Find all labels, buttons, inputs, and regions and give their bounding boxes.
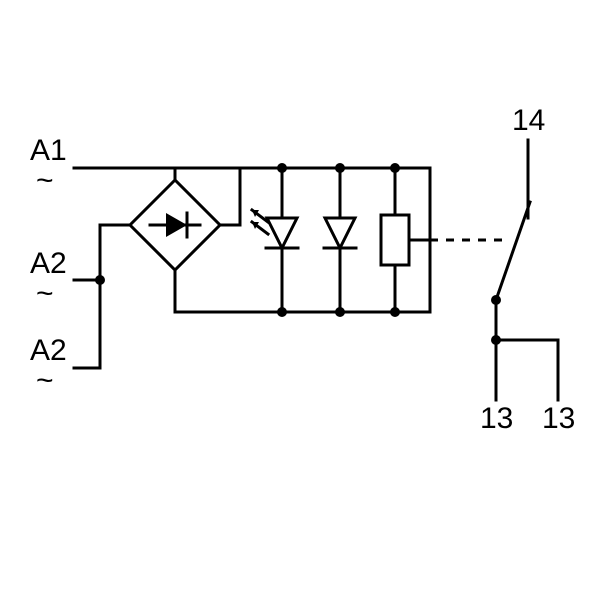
label-a1: A1	[30, 134, 67, 167]
wire-a2b	[74, 280, 100, 368]
led-arrows-icon	[252, 210, 268, 234]
node-a2-join	[95, 275, 105, 285]
diode-branch	[324, 163, 356, 317]
wire-a1	[74, 168, 175, 180]
led-branch	[252, 163, 298, 317]
bridge-diode-icon	[150, 213, 200, 237]
label-13b: 13	[542, 402, 575, 435]
label-14: 14	[512, 104, 545, 137]
bridge-to-top-rail	[220, 168, 240, 225]
bridge-rectifier	[130, 168, 240, 312]
tilde-a1: ~	[36, 164, 54, 197]
relay-contact	[491, 140, 558, 400]
wire-a2a	[74, 225, 130, 280]
label-13a: 13	[480, 402, 513, 435]
relay-schematic: A1 ~ A2 ~ A2 ~ 14 13 13	[0, 0, 600, 600]
terminal-labels: A1 ~ A2 ~ A2 ~ 14 13 13	[30, 104, 575, 435]
label-a2-1: A2	[30, 247, 67, 280]
label-a2-2: A2	[30, 334, 67, 367]
tilde-a2-2: ~	[36, 364, 54, 397]
input-wires	[74, 168, 175, 368]
relay-coil	[381, 163, 430, 317]
tilde-a2-1: ~	[36, 277, 54, 310]
dc-rails	[175, 168, 430, 312]
